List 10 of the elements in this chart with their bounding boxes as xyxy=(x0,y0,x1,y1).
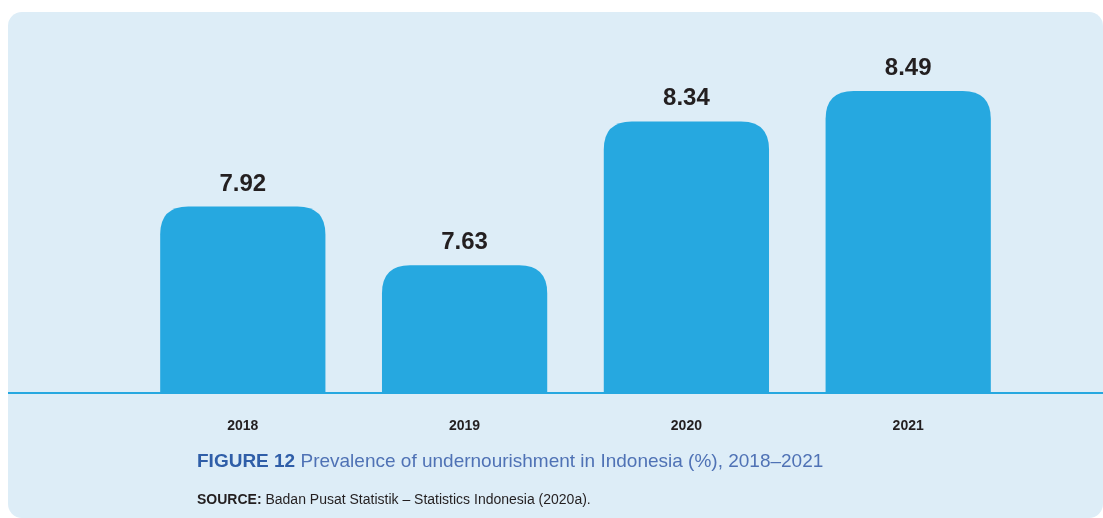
text: FIGURE 12 Prevalence of undernourishment in Indonesia (%), 2018–2021 xyxy=(197,450,824,471)
data-label: 7.63 xyxy=(441,227,488,255)
data-label: 8.49 xyxy=(884,53,932,81)
x-tick-label: 2018 xyxy=(227,417,259,433)
data-label: 8.34 xyxy=(663,83,711,111)
source-note: SOURCE: Badan Pusat Statistik – Statistics Indonesia (2020a). xyxy=(197,491,591,507)
data-label: 7.92 xyxy=(219,168,267,196)
x-tick-label: 2019 xyxy=(449,417,481,433)
x-tick-label: 2020 xyxy=(670,417,703,433)
x-tick-label: 2021 xyxy=(892,417,924,433)
